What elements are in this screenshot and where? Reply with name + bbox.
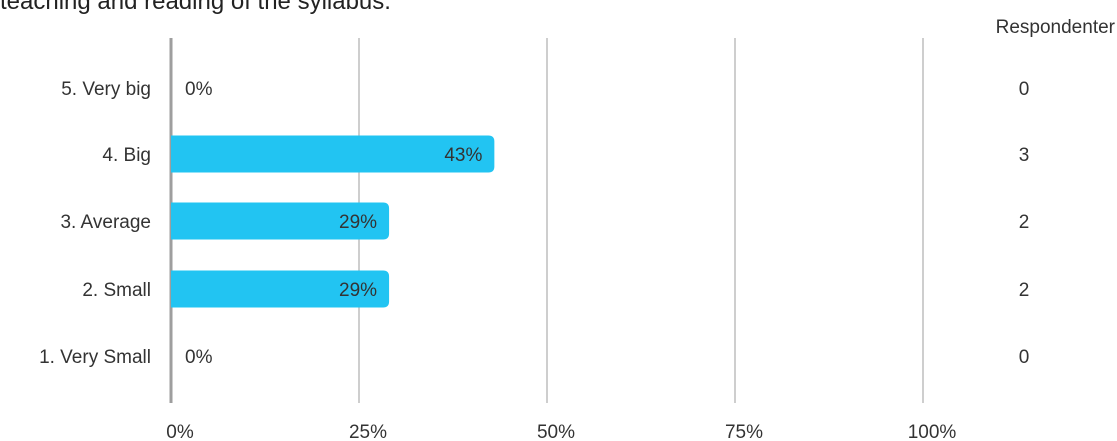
respondent-count: 0	[1019, 79, 1030, 100]
bar	[171, 135, 495, 173]
x-tick-label: 50%	[537, 422, 575, 441]
bar-value-label: 43%	[444, 145, 482, 166]
category-label: 5. Very big	[61, 79, 151, 100]
category-label: 4. Big	[102, 145, 151, 166]
bar-value-label: 0%	[185, 347, 213, 368]
count-column-header: Respondenter	[996, 17, 1116, 38]
bar-value-label: 29%	[339, 212, 377, 233]
x-tick-label: 0%	[166, 422, 194, 441]
x-tick-label: 25%	[349, 422, 387, 441]
bar-value-label: 29%	[339, 280, 377, 301]
respondent-count: 2	[1019, 280, 1030, 301]
respondent-count: 3	[1019, 145, 1030, 166]
category-label: 3. Average	[60, 212, 151, 233]
respondent-count: 2	[1019, 212, 1030, 233]
bar-value-label: 0%	[185, 79, 213, 100]
bar	[171, 270, 390, 308]
x-tick-label: 100%	[908, 422, 957, 441]
respondent-count: 0	[1019, 347, 1030, 368]
bar	[171, 202, 390, 240]
category-label: 1. Very Small	[39, 347, 151, 368]
chart-title: teaching and reading of the syllabus.	[0, 0, 391, 15]
x-tick-label: 75%	[725, 422, 763, 441]
category-label: 2. Small	[82, 280, 151, 301]
